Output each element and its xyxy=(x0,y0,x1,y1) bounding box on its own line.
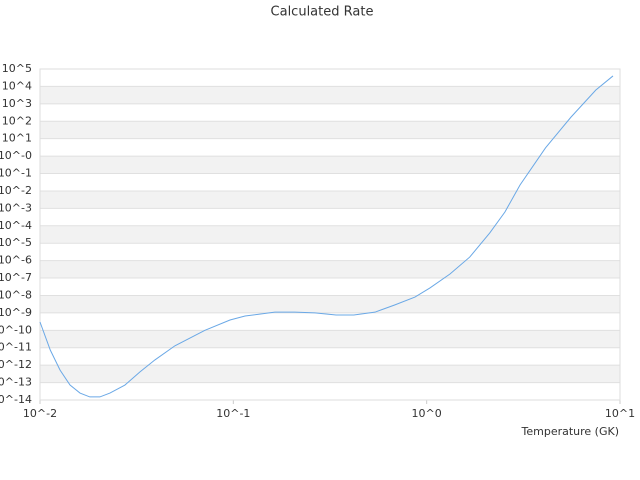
y-tick-label: 10^4 xyxy=(2,79,32,92)
y-tick-label: 10^-3 xyxy=(0,201,32,214)
grid-band xyxy=(40,260,620,279)
y-tick-label: 10^-4 xyxy=(0,219,32,232)
y-tick-label: 10^5 xyxy=(2,62,32,75)
y-tick-label: 10^-8 xyxy=(0,288,32,301)
chart-title: Calculated Rate xyxy=(271,5,374,20)
y-tick-label: 10^-5 xyxy=(0,236,32,249)
grid-band xyxy=(40,190,620,209)
y-tick-label: 10^-13 xyxy=(0,376,32,389)
y-tick-label: 10^2 xyxy=(2,114,32,127)
grid-band xyxy=(40,225,620,244)
grid-band xyxy=(40,156,620,174)
grid-band xyxy=(40,121,620,139)
y-tick-label: 10^-1 xyxy=(0,167,32,180)
x-tick-label: 10^0 xyxy=(412,407,442,420)
y-tick-label: 10^-10 xyxy=(0,323,32,336)
y-tick-label: 10^-9 xyxy=(0,306,32,319)
grid-band xyxy=(40,365,620,383)
x-tick-label: 10^-2 xyxy=(23,407,57,420)
grid-band xyxy=(40,86,620,104)
x-tick-label: 10^1 xyxy=(605,407,635,420)
y-tick-label: 10^-2 xyxy=(0,184,32,197)
y-tick-label: 10^1 xyxy=(2,132,32,145)
y-tick-label: 10^-11 xyxy=(0,341,32,354)
y-tick-label: 10^-7 xyxy=(0,271,32,284)
y-tick-label: 10^3 xyxy=(2,97,32,110)
plot-border xyxy=(39,68,621,401)
y-tick-label: 10^-0 xyxy=(0,149,32,162)
x-axis-title: Temperature (GK) xyxy=(521,425,620,438)
y-tick-label: 10^-6 xyxy=(0,254,32,267)
grid-band xyxy=(40,330,620,348)
x-tick-label: 10^-1 xyxy=(216,407,250,420)
data-line xyxy=(39,75,614,398)
grid-band xyxy=(40,295,620,313)
y-tick-label: 10^-14 xyxy=(0,393,32,406)
y-tick-label: 10^-12 xyxy=(0,358,32,371)
